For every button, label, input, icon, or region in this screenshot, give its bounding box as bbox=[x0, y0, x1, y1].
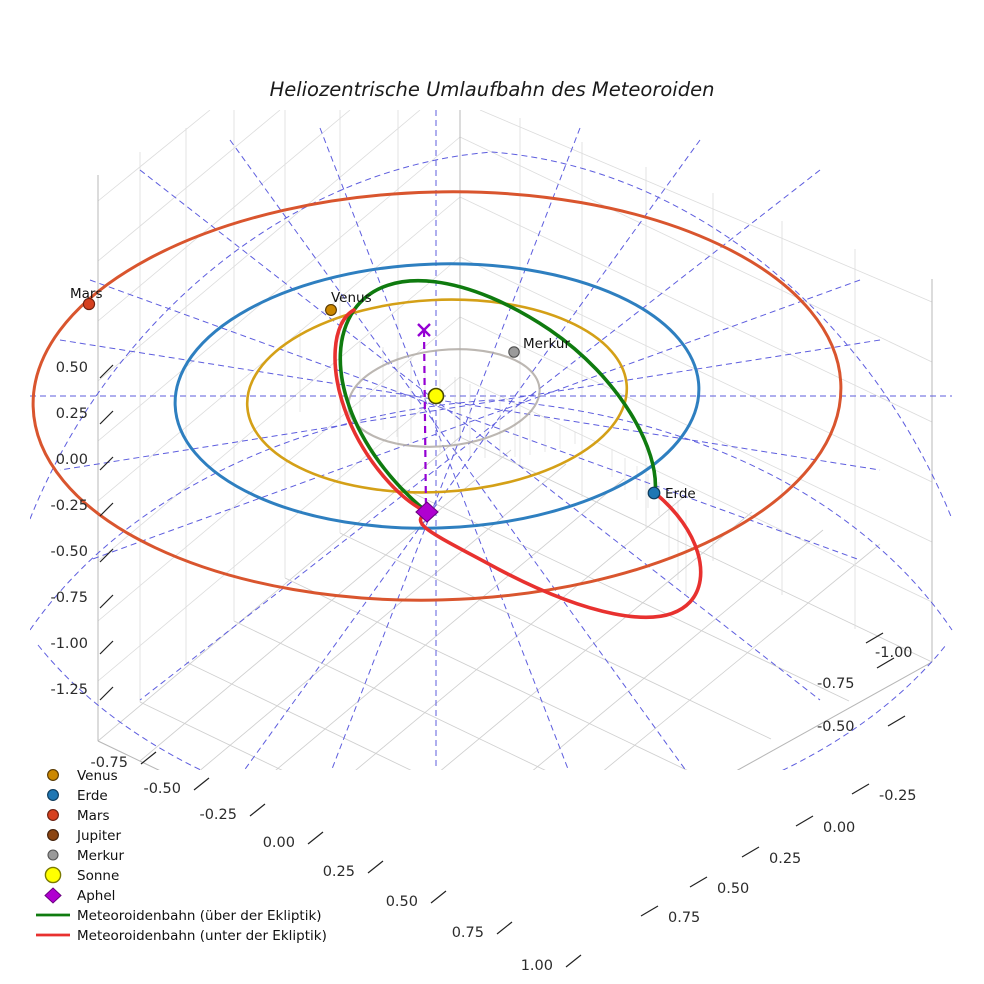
aphel-perihel-connector bbox=[422, 329, 428, 513]
orbit-venus bbox=[245, 298, 629, 494]
y-tick-7: -1.00 bbox=[875, 645, 913, 661]
legend-label-erde: Erde bbox=[77, 788, 108, 804]
y-tick-3: 0.00 bbox=[823, 820, 855, 836]
orbit-mars bbox=[31, 190, 843, 602]
merkur-marker[interactable] bbox=[508, 346, 520, 358]
legend-item-orbit-above[interactable]: Meteoroidenbahn (über der Ekliptik) bbox=[36, 908, 322, 924]
y-tick-6: -0.75 bbox=[817, 676, 855, 692]
legend-label-orbit-below: Meteoroidenbahn (unter der Ekliptik) bbox=[77, 928, 327, 944]
legend-item-venus[interactable]: Venus bbox=[47, 768, 118, 784]
legend-marker-venus bbox=[47, 769, 59, 781]
legend-label-jupiter: Jupiter bbox=[76, 828, 121, 844]
meteoroid-orbit-below-left bbox=[333, 308, 429, 514]
legend-marker-aphel bbox=[44, 887, 62, 904]
z-tick-1: 0.25 bbox=[56, 406, 88, 422]
x-tick-6: 0.75 bbox=[452, 925, 484, 941]
x-tick-5: 0.50 bbox=[386, 894, 418, 910]
z-tick-3: -0.25 bbox=[50, 498, 88, 514]
z-tick-2: 0.00 bbox=[56, 452, 88, 468]
z-tick-6: -1.00 bbox=[50, 636, 88, 652]
meteoroid-orbit-above bbox=[338, 278, 658, 514]
y-tick-5: -0.50 bbox=[817, 719, 855, 735]
x-tick-0: -0.75 bbox=[90, 755, 128, 771]
z-tick-7: -1.25 bbox=[50, 682, 88, 698]
y-tick-0: 0.75 bbox=[668, 910, 700, 926]
legend-item-aphel[interactable]: Aphel bbox=[44, 887, 115, 904]
legend-item-erde[interactable]: Erde bbox=[47, 788, 108, 804]
legend-item-sonne[interactable]: Sonne bbox=[44, 866, 119, 884]
legend-label-mars: Mars bbox=[77, 808, 110, 824]
legend-label-merkur: Merkur bbox=[77, 848, 124, 864]
legend-label-venus: Venus bbox=[77, 768, 118, 784]
legend-label-sonne: Sonne bbox=[77, 868, 119, 884]
x-tick-3: 0.00 bbox=[263, 835, 295, 851]
x-tick-2: -0.25 bbox=[199, 807, 237, 823]
legend-item-orbit-below[interactable]: Meteoroidenbahn (unter der Ekliptik) bbox=[36, 928, 327, 944]
legend: Venus Erde Mars Jupiter Merkur Sonne bbox=[36, 768, 327, 944]
x-axis-ticks: -0.75 -0.50 -0.25 0.00 0.25 0.50 0.75 1.… bbox=[90, 751, 582, 974]
z-tick-0: 0.50 bbox=[56, 360, 88, 376]
page-title: Heliozentrische Umlaufbahn des Meteoroid… bbox=[270, 78, 715, 101]
y-tick-2: 0.25 bbox=[769, 851, 801, 867]
legend-item-mars[interactable]: Mars bbox=[47, 808, 110, 824]
y-tick-1: 0.50 bbox=[717, 881, 749, 897]
venus-label: Venus bbox=[331, 290, 372, 306]
venus-marker[interactable] bbox=[325, 304, 337, 316]
merkur-label: Merkur bbox=[523, 336, 570, 352]
erde-marker[interactable] bbox=[647, 486, 661, 500]
legend-marker-erde bbox=[47, 789, 59, 801]
aphel-marker[interactable] bbox=[415, 501, 439, 523]
y-axis-ticks: 0.75 0.50 0.25 0.00 -0.25 -0.50 -0.75 -1… bbox=[640, 632, 917, 926]
orbit-erde bbox=[173, 262, 701, 530]
legend-item-jupiter[interactable]: Jupiter bbox=[47, 828, 122, 844]
z-tick-4: -0.50 bbox=[50, 544, 88, 560]
axes-3d: Merkur Venus Erde Mars bbox=[30, 110, 953, 770]
y-axis-spine bbox=[736, 661, 933, 770]
z-tick-5: -0.75 bbox=[50, 590, 88, 606]
mars-label: Mars bbox=[70, 286, 103, 302]
legend-marker-sonne bbox=[44, 866, 62, 884]
sonne-marker[interactable] bbox=[427, 387, 445, 405]
meteoroid-orbit-below-right bbox=[418, 491, 703, 620]
legend-label-aphel: Aphel bbox=[77, 888, 115, 904]
y-tick-4: -0.25 bbox=[879, 788, 917, 804]
z-axis-ticks: 0.50 0.25 0.00 -0.25 -0.50 -0.75 -1.00 -… bbox=[50, 360, 114, 701]
legend-item-merkur[interactable]: Merkur bbox=[47, 848, 124, 864]
x-tick-1: -0.50 bbox=[143, 781, 181, 797]
x-tick-7: 1.00 bbox=[521, 958, 553, 974]
erde-label: Erde bbox=[665, 486, 696, 502]
legend-label-orbit-above: Meteoroidenbahn (über der Ekliptik) bbox=[77, 908, 322, 924]
legend-marker-jupiter bbox=[47, 829, 59, 841]
x-tick-4: 0.25 bbox=[323, 864, 355, 880]
mars-marker[interactable] bbox=[82, 297, 96, 311]
legend-marker-merkur bbox=[47, 849, 59, 861]
legend-marker-mars bbox=[47, 809, 59, 821]
perihel-x-icon bbox=[417, 323, 431, 337]
